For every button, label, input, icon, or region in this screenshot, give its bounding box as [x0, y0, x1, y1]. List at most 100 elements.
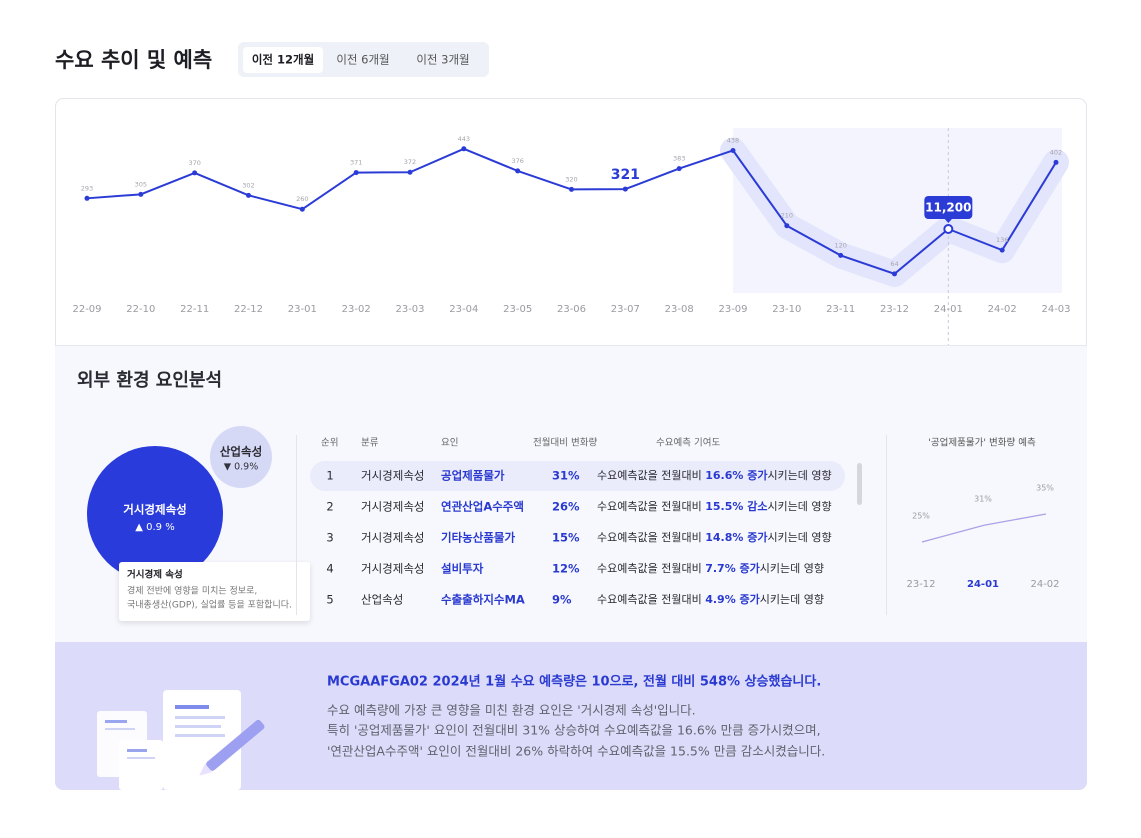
tab-active[interactable]: [243, 47, 323, 73]
x-tick-label: 24-03: [1041, 304, 1070, 315]
point-label: 25%: [912, 512, 930, 521]
point-label: 210: [781, 212, 793, 220]
contribution: 수요예측값을 전월대비 4.9% 증가시키는데 영향: [597, 592, 824, 606]
documents-illustration: [97, 690, 265, 790]
x-tick-label: 22-10: [126, 304, 155, 315]
point[interactable]: [1053, 159, 1059, 165]
contribution-part: 시키는데 영향: [767, 531, 831, 544]
x-tick-label: 22-09: [72, 304, 101, 315]
contribution-part: 수요예측값을 전월대비: [597, 469, 705, 482]
bubble-label: 거시경제속성: [123, 503, 186, 517]
x-tick-label: 23-01: [288, 304, 317, 315]
point[interactable]: [784, 223, 790, 229]
callout: [924, 196, 973, 219]
summary-headline: MCGAAFGA02 2024년 1월 수요 예측량은 10으로, 전월 대비 …: [327, 674, 821, 690]
contribution: 수요예측값을 전월대비 14.8% 증가시키는데 영향: [597, 530, 832, 544]
bubble[interactable]: [87, 446, 223, 582]
table-header: 전월대비 변화량: [533, 437, 597, 449]
contribution: 수요예측값을 전월대비 7.7% 증가시키는데 영향: [597, 561, 824, 575]
x-tick-label: 23-05: [503, 304, 532, 315]
factor[interactable]: 기타농산품물가: [441, 531, 515, 545]
x-tick-label: 22-12: [234, 304, 263, 315]
mini-chart-title: '공업제품물가' 변화량 예측: [928, 437, 1036, 449]
scrollbar[interactable]: [857, 463, 862, 505]
callout-tip: [944, 218, 953, 223]
x-tick-label: 23-09: [718, 304, 747, 315]
point[interactable]: [730, 147, 736, 153]
point[interactable]: [892, 271, 897, 277]
point[interactable]: [138, 191, 144, 197]
trend-line: [921, 513, 1047, 543]
change: 12%: [552, 562, 580, 576]
factor[interactable]: 설비투자: [441, 562, 484, 576]
tab[interactable]: 이전 12개월: [252, 53, 314, 67]
contribution-part: 14.8% 증가: [705, 530, 767, 544]
point-label: 370: [188, 159, 200, 167]
contribution-part: 7.7% 증가: [705, 561, 760, 575]
change: 31%: [552, 469, 580, 483]
factor[interactable]: 연관산업A수주액: [441, 500, 524, 514]
point-label: 31%: [974, 495, 992, 504]
x-tick-label: 23-10: [772, 304, 801, 315]
point[interactable]: [838, 252, 844, 258]
point[interactable]: [192, 170, 198, 176]
point[interactable]: [569, 186, 574, 192]
point[interactable]: [246, 192, 251, 198]
rank: 5: [326, 593, 333, 607]
x-tick-label: 24-02: [1030, 579, 1059, 590]
rank: 4: [326, 562, 333, 576]
point-label: 64: [890, 260, 898, 268]
point-label: 35%: [1036, 484, 1054, 493]
x-tick-label: 23-11: [826, 304, 855, 315]
x-tick-label: 23-03: [395, 304, 424, 315]
contribution-part: 시키는데 영향: [767, 469, 831, 482]
change: 26%: [552, 500, 580, 514]
tab[interactable]: 이전 6개월: [336, 53, 389, 67]
category: 산업속성: [361, 593, 403, 607]
point[interactable]: [999, 247, 1005, 253]
contribution-part: 16.6% 증가: [705, 468, 767, 482]
point[interactable]: [299, 206, 305, 212]
point[interactable]: [676, 166, 682, 172]
x-tick-label: 23-08: [665, 304, 694, 315]
point[interactable]: [407, 169, 413, 175]
tooltip-title: 거시경제 속성: [127, 569, 183, 581]
x-tick-label: 23-04: [449, 304, 478, 315]
point[interactable]: [515, 168, 521, 174]
summary-line: '연관산업A수주액' 요인이 전월대비 26% 하락하여 수요예측값을 15.5…: [327, 744, 825, 759]
change: 9%: [552, 593, 572, 607]
contribution-part: 수요예측값을 전월대비: [597, 531, 705, 544]
point-label: 260: [296, 195, 308, 203]
row-highlight: [310, 461, 845, 491]
bubble-change: ▼ 0.9%: [224, 462, 258, 473]
point-label: 321: [611, 167, 640, 183]
point[interactable]: [943, 224, 954, 234]
point[interactable]: [622, 186, 628, 192]
contribution-part: 시키는데 영향: [760, 593, 824, 606]
tab[interactable]: 이전 3개월: [416, 53, 469, 67]
point[interactable]: [84, 195, 90, 201]
tooltip-text: 경제 전반에 영향을 미치는 정보로,: [127, 585, 257, 597]
change: 15%: [552, 531, 580, 545]
factor[interactable]: 공업제품물가: [441, 469, 505, 483]
x-tick-label: 22-11: [180, 304, 209, 315]
bubble[interactable]: [210, 426, 272, 488]
contribution: 수요예측값을 전월대비 16.6% 증가시키는데 영향: [597, 468, 832, 482]
x-tick-label: 24-01: [934, 304, 963, 315]
point[interactable]: [461, 146, 467, 152]
x-tick-label: 23-06: [557, 304, 586, 315]
point-label: 120: [834, 241, 846, 249]
contribution-part: 15.5% 감소: [705, 499, 767, 513]
rank: 2: [326, 500, 333, 514]
point[interactable]: [353, 170, 359, 176]
x-tick-label: 24-02: [988, 304, 1017, 315]
table-header: 요인: [441, 438, 458, 449]
point-label: 438: [727, 136, 739, 144]
contribution-part: 4.9% 증가: [705, 592, 760, 606]
factor[interactable]: 수출출하지수MA: [441, 593, 525, 607]
summary-line: 특히 '공업제품물가' 요인이 전월대비 31% 상승하여 수요예측값을 16.…: [327, 723, 821, 738]
table-header: 분류: [361, 438, 379, 449]
point-label: 305: [135, 180, 147, 188]
